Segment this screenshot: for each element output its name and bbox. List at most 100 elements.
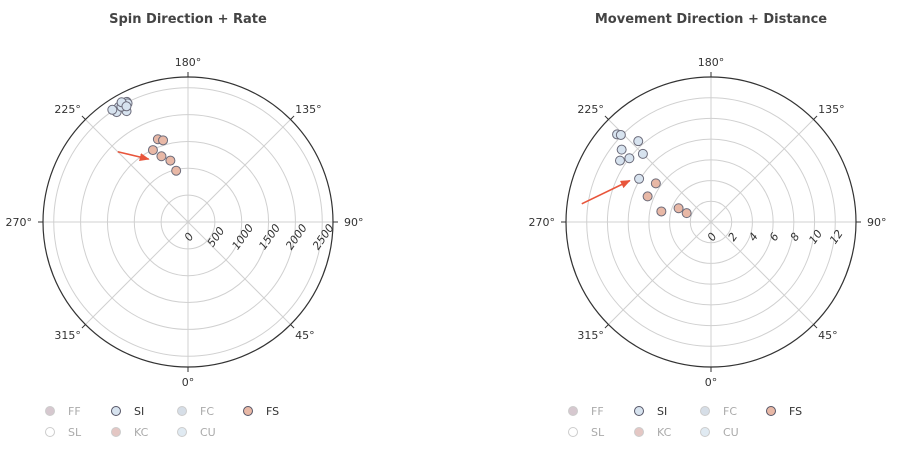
legend-marker <box>111 427 121 437</box>
chart-title: Movement Direction + Distance <box>595 12 827 27</box>
legend-label: FC <box>723 405 737 418</box>
angle-tick-label: 0° <box>705 376 718 389</box>
angle-tick-label: 90° <box>344 216 364 229</box>
data-point-si[interactable] <box>633 136 644 147</box>
legend-item-fs[interactable]: FS <box>243 405 280 418</box>
angular-tick <box>81 324 86 329</box>
legend-item-ff[interactable]: FF <box>568 405 604 418</box>
legend-item-ff[interactable]: FF <box>45 405 81 418</box>
data-point-si[interactable] <box>616 144 627 155</box>
chart-title: Spin Direction + Rate <box>109 12 267 27</box>
legend-item-sl[interactable]: SL <box>45 426 82 439</box>
legend-item-kc[interactable]: KC <box>111 426 149 439</box>
data-point-fs[interactable] <box>156 151 167 162</box>
movement-direction-chart: Movement Direction + Distance 180° 135° 90… <box>529 12 887 439</box>
legend-item-fc[interactable]: FC <box>177 405 215 418</box>
radial-tick-label: 1500 <box>256 222 283 252</box>
legend-marker <box>700 427 710 437</box>
radial-gridline <box>669 180 753 264</box>
legend-label: KC <box>134 426 149 439</box>
legend-label: SI <box>134 405 144 418</box>
legend-item-fc[interactable]: FC <box>700 405 738 418</box>
data-point-fs[interactable] <box>681 208 692 219</box>
angular-gridline <box>710 221 814 325</box>
radial-gridline <box>106 140 270 304</box>
angular-gridline <box>608 221 712 325</box>
legend-label: CU <box>200 426 216 439</box>
legend-item-si[interactable]: SI <box>111 405 145 418</box>
radial-tick-label: 6 <box>767 230 782 243</box>
radial-gridline <box>160 194 216 250</box>
radial-tick-label: 4 <box>746 230 761 243</box>
angle-tick-label: 180° <box>175 56 202 69</box>
legend-label: KC <box>657 426 672 439</box>
radial-gridline <box>689 200 733 244</box>
angular-tick <box>81 115 86 120</box>
legend-label: FF <box>68 405 81 418</box>
data-point-fs[interactable] <box>158 135 169 146</box>
radial-gridline <box>133 167 243 277</box>
legend-marker <box>766 406 776 416</box>
legend-item-fs[interactable]: FS <box>766 405 803 418</box>
data-point-si[interactable] <box>637 148 648 159</box>
angular-tick <box>813 324 818 329</box>
data-point-fs[interactable] <box>642 191 653 202</box>
radial-gridline <box>606 117 816 327</box>
legend-label: SL <box>68 426 82 439</box>
data-point-si[interactable] <box>107 104 118 115</box>
data-point-si[interactable] <box>624 153 635 164</box>
legend: FF SI FC FS SL KC CU <box>568 405 803 439</box>
angular-gridline <box>710 119 814 223</box>
radial-tick-label: 1000 <box>229 222 256 252</box>
data-point-si[interactable] <box>121 101 132 112</box>
angular-gridline <box>85 119 189 223</box>
angular-tick <box>604 324 609 329</box>
radial-tick-label: 12 <box>827 228 846 247</box>
legend-item-si[interactable]: SI <box>634 405 668 418</box>
legend: FF SI FC FS SL KC CU <box>45 405 280 439</box>
spin-direction-chart: Spin Direction + Rate 180° 135° 90° 45° 0° 31… <box>6 12 364 439</box>
legend-marker <box>634 406 644 416</box>
angle-tick-label: 315° <box>54 329 81 342</box>
legend-marker <box>634 427 644 437</box>
legend-label: FS <box>789 405 802 418</box>
legend-item-cu[interactable]: CU <box>700 426 739 439</box>
data-point-si[interactable] <box>614 155 625 166</box>
legend-label: FS <box>266 405 279 418</box>
angle-tick-label: 225° <box>54 103 81 116</box>
data-point-fs[interactable] <box>656 206 667 217</box>
angular-tick <box>813 115 818 120</box>
angle-tick-label: 90° <box>867 216 887 229</box>
data-point-fs[interactable] <box>673 203 684 214</box>
angle-tick-label: 45° <box>818 329 838 342</box>
data-point-si[interactable] <box>634 173 645 184</box>
angle-tick-label: 135° <box>295 103 322 116</box>
data-point-fs[interactable] <box>147 145 158 156</box>
angle-tick-label: 270° <box>6 216 33 229</box>
data-point-fs[interactable] <box>650 178 661 189</box>
data-point-fs[interactable] <box>165 155 176 166</box>
radial-tick-label: 0 <box>182 230 197 243</box>
angular-gridline <box>85 221 189 325</box>
legend-marker <box>177 427 187 437</box>
angle-tick-label: 315° <box>577 329 604 342</box>
legend-marker <box>45 406 55 416</box>
angle-tick-label: 45° <box>295 329 315 342</box>
radial-tick-label: 8 <box>788 230 803 243</box>
radial-tick-label: 2 <box>726 230 741 243</box>
data-point-fs[interactable] <box>171 165 182 176</box>
angular-tick <box>290 324 295 329</box>
angle-tick-label: 225° <box>577 103 604 116</box>
legend-label: CU <box>723 426 739 439</box>
legend-item-cu[interactable]: CU <box>177 426 216 439</box>
legend-marker <box>111 406 121 416</box>
radial-tick-label: 10 <box>806 228 825 247</box>
legend-marker <box>568 406 578 416</box>
legend-item-sl[interactable]: SL <box>568 426 605 439</box>
data-point-si[interactable] <box>615 129 626 140</box>
legend-item-kc[interactable]: KC <box>634 426 672 439</box>
radial-gridline <box>80 114 296 330</box>
radial-gridline <box>627 138 795 306</box>
angular-gridline <box>187 119 291 223</box>
